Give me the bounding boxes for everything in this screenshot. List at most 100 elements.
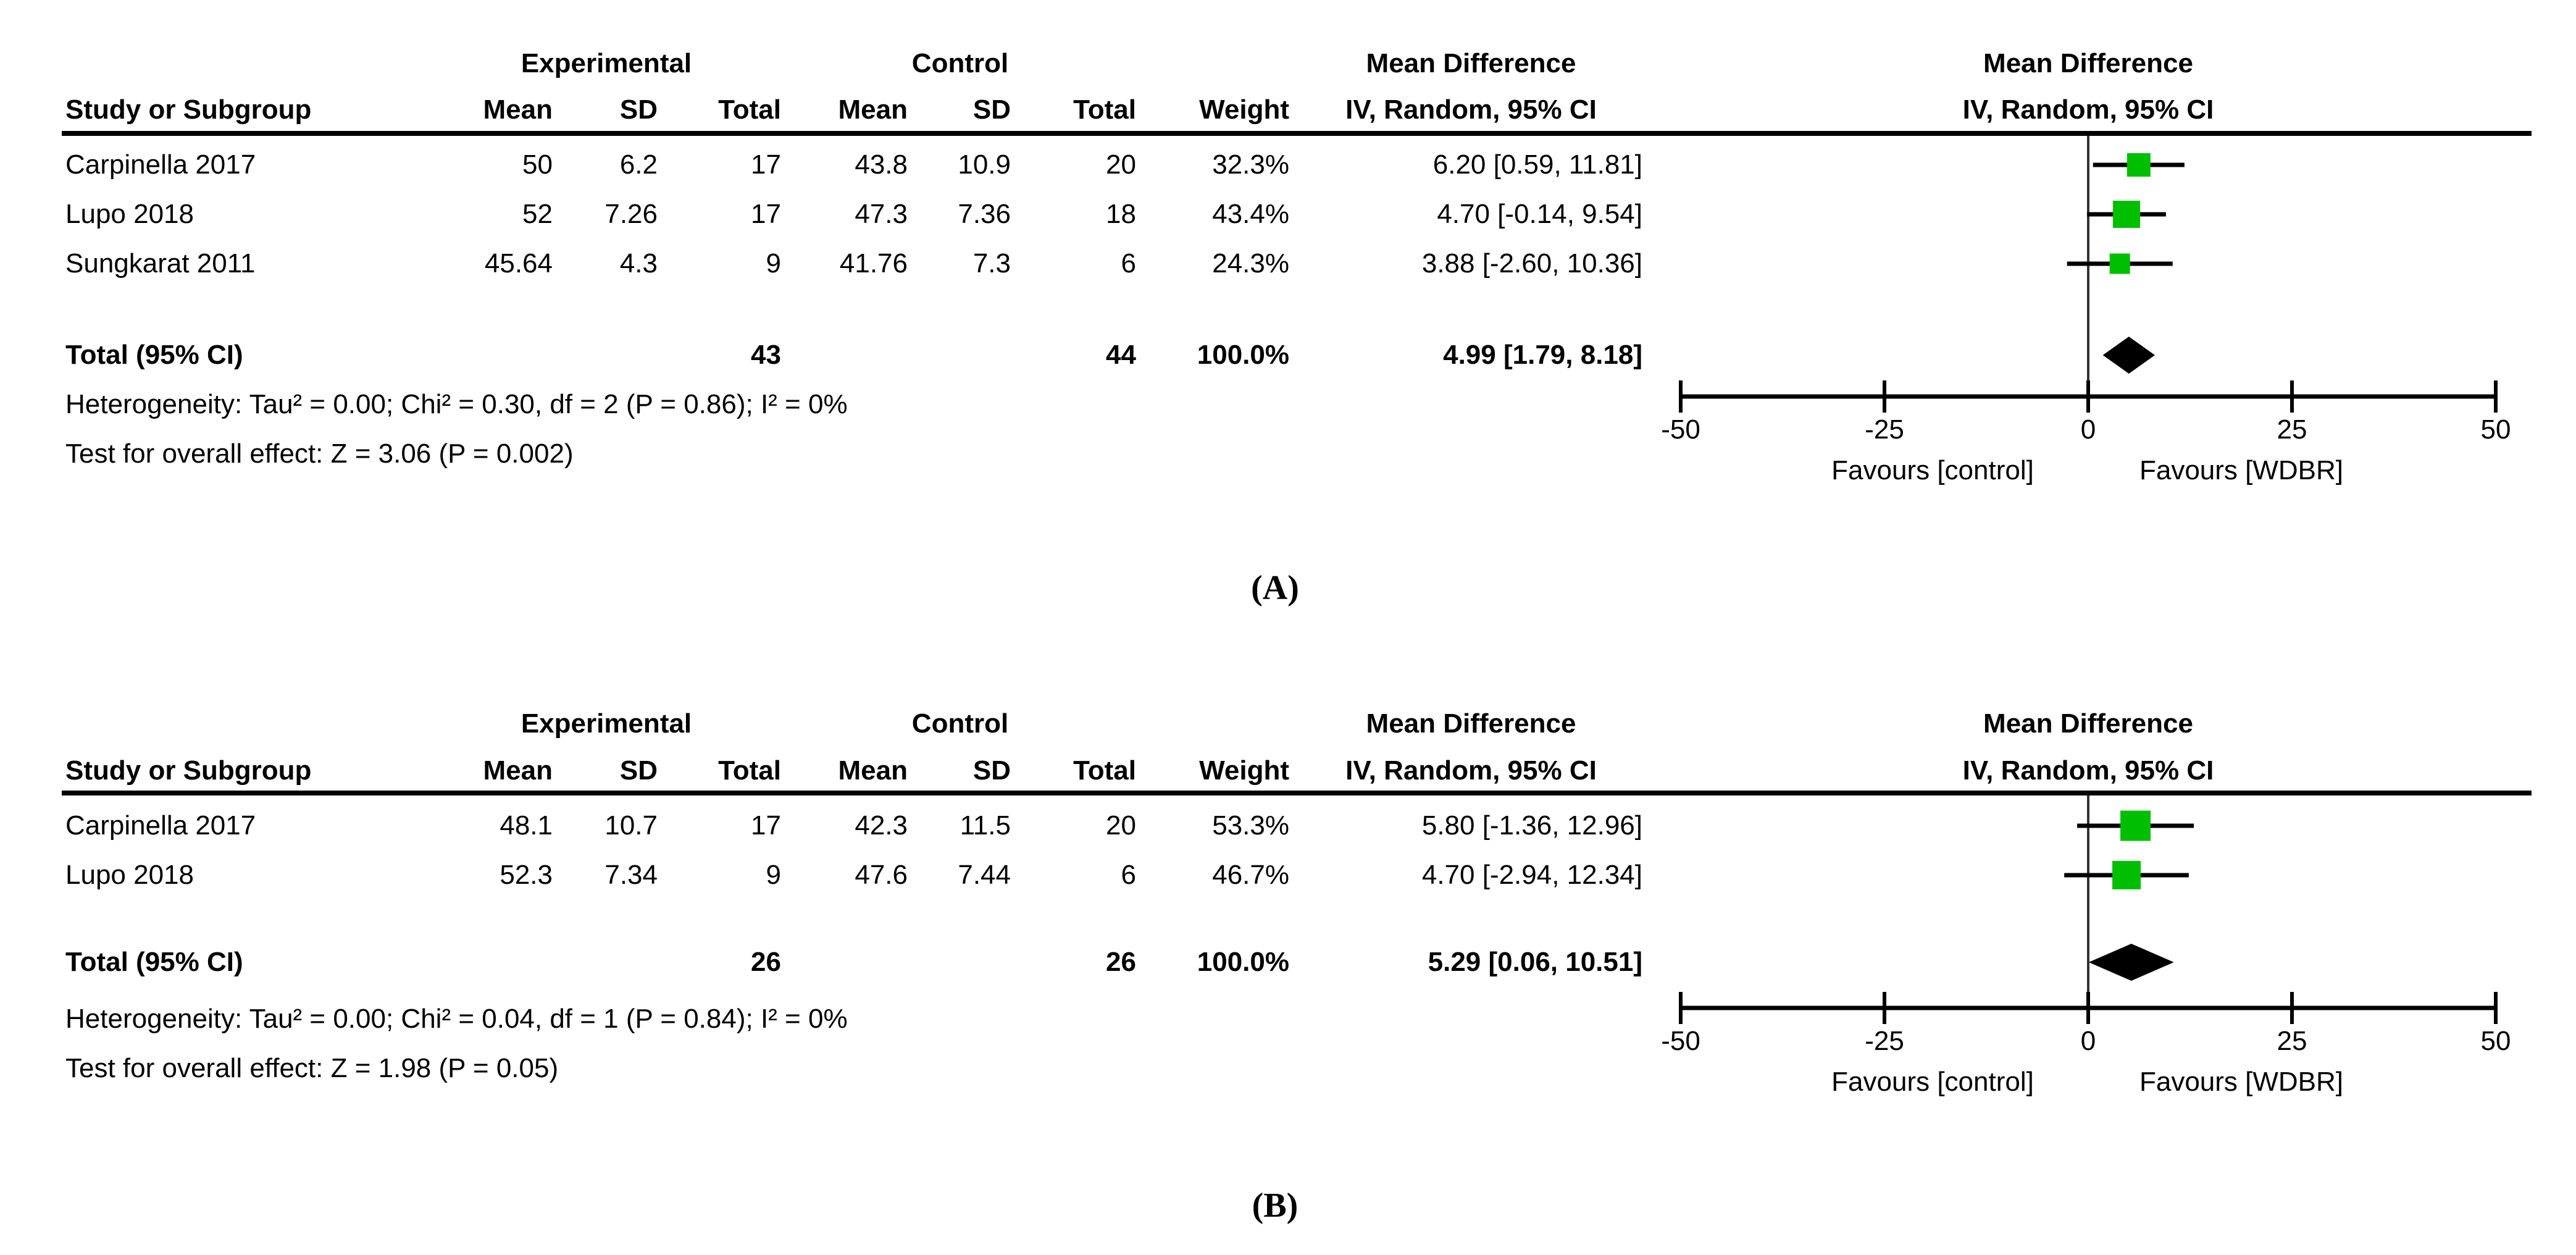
ctl-total-cell: 6 <box>1121 860 1136 890</box>
exp-mean-cell: 48.1 <box>500 810 553 841</box>
exp-sd-cell: 4.3 <box>619 248 658 279</box>
md-ci-cell: 5.80 [-1.36, 12.96] <box>1421 810 1642 841</box>
weight-cell: 43.4% <box>1212 199 1289 229</box>
control-group-header: Control <box>911 708 1009 739</box>
exp-total-header: Total <box>718 94 781 125</box>
axis-tick-label: 0 <box>2081 414 2096 445</box>
ctl-sd-cell: 7.36 <box>958 199 1011 229</box>
axis-tick-label: -50 <box>1661 414 1700 445</box>
total-weight: 100.0% <box>1197 947 1289 977</box>
effect-square <box>2113 201 2141 228</box>
header-rule <box>62 791 2532 795</box>
study-name: Carpinella 2017 <box>65 149 256 180</box>
favours-left-label: Favours [control] <box>1831 455 2034 485</box>
weight-header: Weight <box>1199 755 1289 786</box>
exp-mean-cell: 52.3 <box>500 860 553 890</box>
total-exp-n: 43 <box>751 340 781 370</box>
total-md-ci: 4.99 [1.79, 8.18] <box>1443 340 1642 370</box>
axis-tick-label: 0 <box>2081 1026 2096 1056</box>
exp-total-cell: 9 <box>766 248 781 279</box>
heterogeneity-text: Heterogeneity: Tau² = 0.00; Chi² = 0.30,… <box>65 389 848 419</box>
exp-sd-cell: 7.26 <box>604 199 658 229</box>
effect-square <box>2120 810 2151 841</box>
study-name: Lupo 2018 <box>65 199 194 229</box>
ctl-mean-cell: 42.3 <box>855 810 908 841</box>
exp-mean-cell: 52 <box>522 199 553 229</box>
axis-tick-label: -50 <box>1661 1026 1700 1056</box>
favours-right-label: Favours [WDBR] <box>2139 1067 2343 1097</box>
weight-cell: 46.7% <box>1212 860 1289 890</box>
exp-sd-header: SD <box>619 755 658 786</box>
ctl-mean-header: Mean <box>838 94 908 125</box>
overall-effect-text: Test for overall effect: Z = 1.98 (P = 0… <box>65 1053 559 1083</box>
ctl-sd-cell: 11.5 <box>960 810 1011 841</box>
ctl-total-cell: 6 <box>1121 248 1136 279</box>
study-name: Lupo 2018 <box>65 860 194 890</box>
forest-plot-panel-b: -50 -25 0 25 50 Favours [control] Favours [WDB… <box>1661 795 2511 1097</box>
plot-mean-difference-header: Mean Difference <box>1983 48 2193 78</box>
panel-b-label: (B) <box>1252 1186 1298 1225</box>
md-ci-cell: 4.70 [-0.14, 9.54] <box>1437 199 1642 229</box>
exp-total-header: Total <box>718 755 781 786</box>
total-ctl-n: 44 <box>1106 340 1136 370</box>
ctl-mean-cell: 47.6 <box>855 860 908 890</box>
overall-effect-text: Test for overall effect: Z = 3.06 (P = 0… <box>65 439 574 469</box>
ctl-mean-cell: 47.3 <box>855 199 908 229</box>
ctl-total-header: Total <box>1073 755 1136 786</box>
exp-sd-cell: 6.2 <box>619 149 658 180</box>
ctl-sd-cell: 10.9 <box>958 149 1011 180</box>
ctl-mean-header: Mean <box>838 755 908 786</box>
exp-mean-header: Mean <box>483 94 553 125</box>
ctl-sd-header: SD <box>972 755 1011 786</box>
summary-diamond <box>2102 337 2155 374</box>
ctl-mean-cell: 41.76 <box>839 248 908 279</box>
control-group-header: Control <box>911 48 1009 78</box>
ctl-mean-cell: 43.8 <box>855 149 908 180</box>
experimental-group-header: Experimental <box>521 708 692 739</box>
weight-cell: 53.3% <box>1212 810 1289 841</box>
study-name: Sungkarat 2011 <box>65 248 256 279</box>
exp-mean-header: Mean <box>483 755 553 786</box>
total-weight: 100.0% <box>1197 340 1289 370</box>
plot-ci-header: IV, Random, 95% CI <box>1962 755 2214 786</box>
exp-sd-cell: 7.34 <box>604 860 658 890</box>
ctl-total-cell: 20 <box>1106 149 1136 180</box>
heterogeneity-text: Heterogeneity: Tau² = 0.00; Chi² = 0.04,… <box>65 1004 848 1034</box>
ctl-total-cell: 18 <box>1106 199 1136 229</box>
effect-square <box>2112 861 2141 889</box>
favours-right-label: Favours [WDBR] <box>2139 455 2343 485</box>
study-column-header: Study or Subgroup <box>65 755 312 786</box>
weight-header: Weight <box>1199 94 1289 125</box>
axis-tick-label: 50 <box>2481 1026 2511 1056</box>
ctl-total-header: Total <box>1073 94 1136 125</box>
exp-mean-cell: 50 <box>522 149 553 180</box>
exp-total-cell: 17 <box>751 810 781 841</box>
total-row-label: Total (95% CI) <box>65 947 243 977</box>
total-ctl-n: 26 <box>1106 947 1136 977</box>
axis-tick-label: -25 <box>1865 414 1904 445</box>
ci-column-header: IV, Random, 95% CI <box>1345 94 1597 125</box>
effect-square <box>2109 253 2130 274</box>
panel-a-label: (A) <box>1251 569 1299 607</box>
plot-mean-difference-header: Mean Difference <box>1983 708 2193 739</box>
ctl-sd-header: SD <box>972 94 1011 125</box>
exp-mean-cell: 45.64 <box>484 248 553 279</box>
study-column-header: Study or Subgroup <box>65 94 312 125</box>
mean-difference-column-header: Mean Difference <box>1366 708 1576 739</box>
md-ci-cell: 6.20 [0.59, 11.81] <box>1432 149 1642 180</box>
header-rule <box>62 131 2532 136</box>
exp-sd-cell: 10.7 <box>604 810 658 841</box>
exp-total-cell: 9 <box>766 860 781 890</box>
ctl-sd-cell: 7.44 <box>958 860 1011 890</box>
summary-diamond <box>2088 944 2174 981</box>
mean-difference-column-header: Mean Difference <box>1366 48 1576 78</box>
total-row-label: Total (95% CI) <box>65 340 243 370</box>
axis-tick-label: 25 <box>2277 1026 2307 1056</box>
study-name: Carpinella 2017 <box>65 810 256 841</box>
ci-column-header: IV, Random, 95% CI <box>1345 755 1597 786</box>
md-ci-cell: 4.70 [-2.94, 12.34] <box>1421 860 1642 890</box>
exp-sd-header: SD <box>619 94 658 125</box>
ctl-total-cell: 20 <box>1106 810 1136 841</box>
ctl-sd-cell: 7.3 <box>972 248 1011 279</box>
